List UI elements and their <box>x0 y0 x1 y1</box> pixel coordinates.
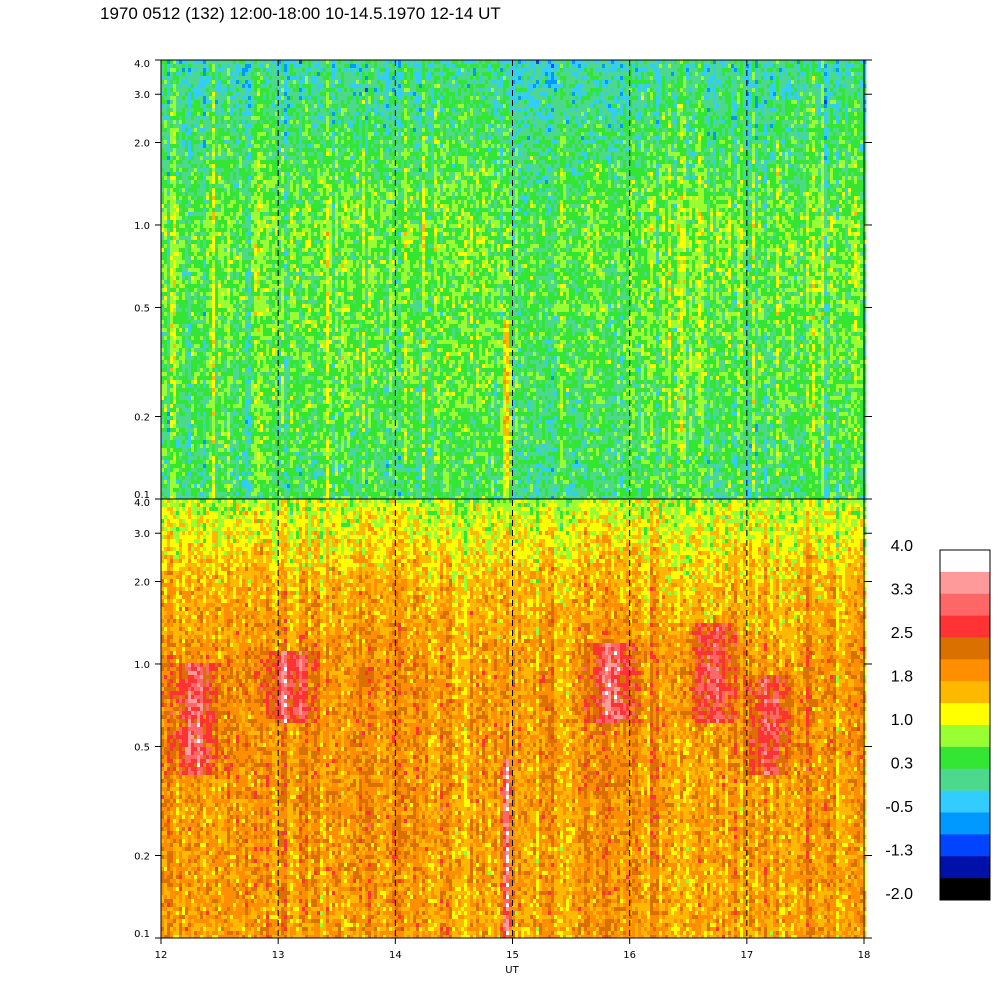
colorbar-swatch <box>940 834 990 857</box>
y-tick-label: 4.0 <box>134 59 150 70</box>
colorbar-swatch <box>940 856 990 879</box>
x-tick-label: 17 <box>740 950 753 961</box>
y-tick-label: 3.0 <box>134 529 150 540</box>
colorbar-swatch <box>940 681 990 704</box>
colorbar-swatch <box>940 878 990 901</box>
x-axis-label: UT <box>505 965 519 976</box>
y-tick-label: 0.5 <box>134 742 150 753</box>
colorbar-tick-label: -1.3 <box>885 843 913 860</box>
colorbar-swatch <box>940 746 990 770</box>
y-tick-label: 1.0 <box>134 660 150 671</box>
colorbar-tick-label: 2.5 <box>891 625 913 642</box>
x-tick-label: 13 <box>272 950 285 961</box>
colorbar-tick-label: -2.0 <box>885 886 913 903</box>
colorbar-swatch <box>940 812 990 835</box>
y-tick-label: 0.5 <box>134 303 150 314</box>
y-tick-label: 0.2 <box>134 413 150 424</box>
y-tick-label: 0.1 <box>134 929 150 940</box>
x-tick-label: 18 <box>858 950 871 961</box>
chart-title: 1970 0512 (132) 12:00-18:00 10-14.5.1970… <box>100 4 501 24</box>
y-tick-label: 0.2 <box>134 852 150 863</box>
colorbar-swatch <box>940 659 990 682</box>
colorbar-swatch <box>940 550 990 573</box>
colorbar-swatch <box>940 790 990 813</box>
x-tick-label: 16 <box>623 950 636 961</box>
colorbar-swatch <box>940 571 990 595</box>
colorbar-swatch <box>940 637 990 660</box>
colorbar-tick-label: 1.0 <box>891 712 913 729</box>
colorbar-swatch <box>940 593 990 616</box>
x-tick-label: 15 <box>506 950 519 961</box>
colorbar-tick-label: 3.3 <box>891 582 913 599</box>
colorbar-tick-label: -0.5 <box>885 799 913 816</box>
y-tick-label: 2.0 <box>134 138 150 149</box>
y-tick-label: 3.0 <box>134 90 150 101</box>
x-tick-label: 12 <box>155 950 168 961</box>
y-tick-label: 1.0 <box>134 221 150 232</box>
x-tick-label: 14 <box>389 950 402 961</box>
colorbar-tick-label: 0.3 <box>891 756 913 773</box>
y-tick-label: 2.0 <box>134 577 150 588</box>
y-tick-label: 0.1 <box>134 490 150 501</box>
colorbar-swatch <box>940 703 990 726</box>
colorbar-frame <box>939 549 991 901</box>
spectrogram-panel-upper <box>161 60 867 500</box>
colorbar-tick-label: 1.8 <box>891 669 913 686</box>
colorbar-swatch <box>940 615 990 638</box>
spectrogram-panel-lower <box>161 499 867 939</box>
y-tick-label: 4.0 <box>134 498 150 509</box>
colorbar-tick-label: 4.0 <box>891 538 913 555</box>
colorbar-swatch <box>940 725 990 748</box>
colorbar-swatch <box>940 768 990 791</box>
